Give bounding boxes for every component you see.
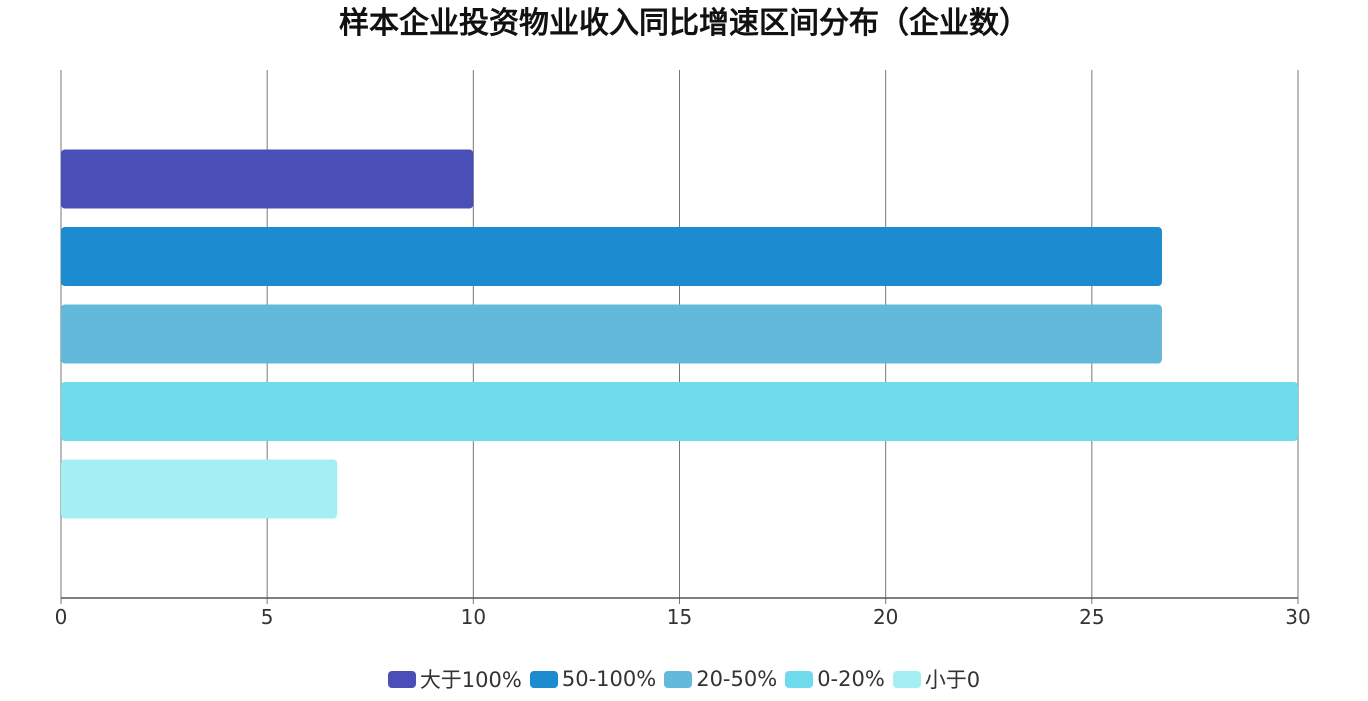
legend-item[interactable]: 50-100% — [529, 667, 657, 691]
x-tick-label: 10 — [461, 605, 486, 629]
legend-swatch — [785, 670, 814, 688]
chart-plot: 0 5 10 15 20 25 30 — [55, 70, 1311, 629]
legend-item[interactable]: 大于100% — [387, 664, 522, 694]
legend-swatch — [529, 670, 558, 688]
bar-2[interactable] — [61, 227, 1162, 286]
legend-swatch — [387, 670, 416, 688]
x-tick-label: 20 — [873, 605, 898, 629]
x-tick-label: 0 — [55, 605, 68, 629]
legend-label: 小于0 — [924, 668, 981, 692]
legend-item[interactable]: 20-50% — [664, 667, 777, 691]
bar-4[interactable] — [61, 382, 1298, 441]
legend-label: 20-50% — [696, 667, 778, 691]
legend: 大于100% 50-100% 20-50% 0-20% 小于0 — [0, 664, 1368, 694]
legend-swatch — [892, 670, 921, 688]
x-tick-label: 5 — [261, 605, 274, 629]
legend-label: 50-100% — [561, 667, 657, 691]
legend-label: 大于100% — [419, 668, 522, 692]
x-tick-label: 25 — [1079, 605, 1104, 629]
legend-item[interactable]: 小于0 — [892, 664, 981, 694]
bar-5[interactable] — [61, 459, 338, 519]
x-tick-label: 30 — [1285, 605, 1310, 629]
bar-3[interactable] — [61, 304, 1162, 364]
bar-1[interactable] — [61, 149, 474, 209]
chart-title: 样本企业投资物业收入同比增速区间分布（企业数） — [339, 6, 1029, 41]
legend-item[interactable]: 0-20% — [785, 667, 885, 691]
x-tick-labels: 0 5 10 15 20 25 30 — [55, 605, 1311, 629]
legend-label: 0-20% — [817, 667, 885, 691]
x-tick-label: 15 — [667, 605, 692, 629]
legend-swatch — [664, 670, 693, 688]
bars — [61, 149, 1298, 519]
